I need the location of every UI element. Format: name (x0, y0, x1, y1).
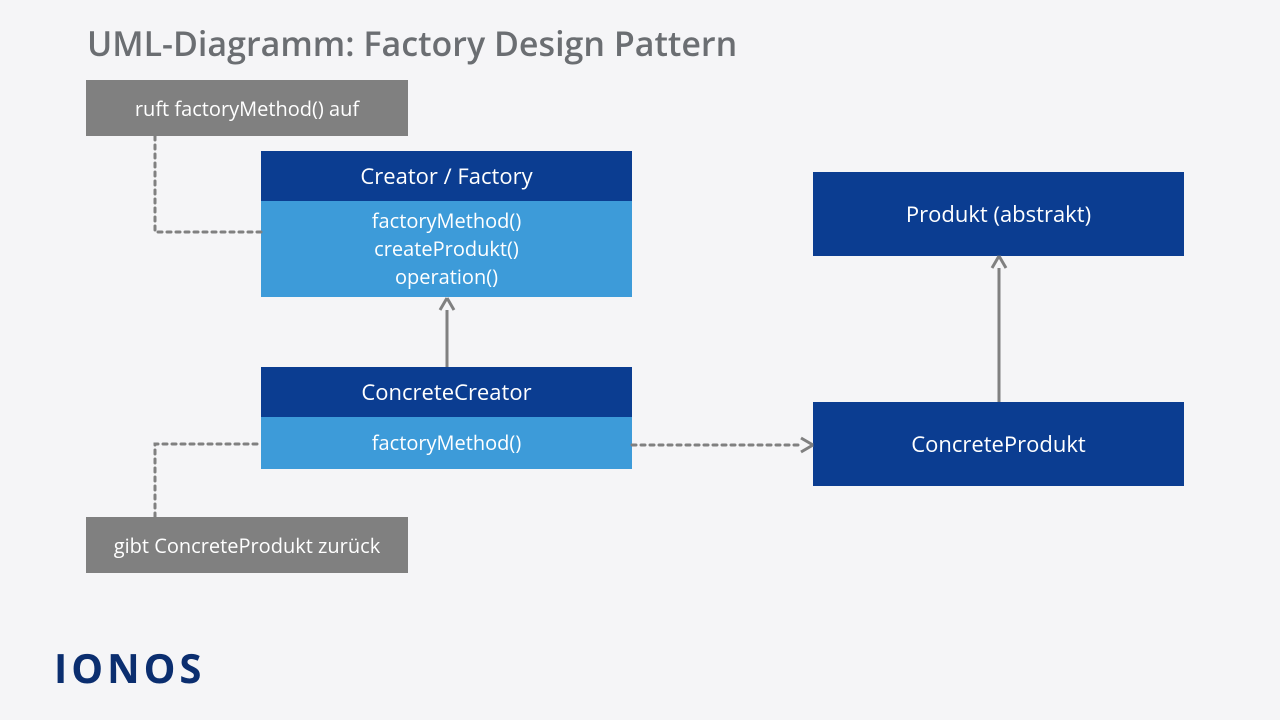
uml-creator-factory-header: Creator / Factory (261, 151, 632, 201)
uml-concrete-creator-body: factoryMethod() (261, 417, 632, 469)
uml-creator-factory-body: factoryMethod() createProdukt() operatio… (261, 201, 632, 297)
diagram-title: UML-Diagramm: Factory Design Pattern (87, 20, 737, 66)
note-returns-concreteprodukt: gibt ConcreteProdukt zurück (86, 517, 408, 573)
box-concrete-produkt: ConcreteProdukt (813, 402, 1184, 486)
note-calls-factorymethod: ruft factoryMethod() auf (86, 80, 408, 136)
uml-method: createProdukt() (374, 235, 519, 263)
ionos-logo: IONOS (54, 640, 205, 695)
uml-concrete-creator-header: ConcreteCreator (261, 367, 632, 417)
uml-concrete-creator: ConcreteCreator factoryMethod() (261, 367, 632, 469)
uml-creator-factory: Creator / Factory factoryMethod() create… (261, 151, 632, 297)
uml-method: operation() (395, 263, 498, 291)
box-produkt-abstrakt: Produkt (abstrakt) (813, 172, 1184, 256)
uml-method: factoryMethod() (372, 429, 521, 457)
uml-method: factoryMethod() (372, 207, 521, 235)
